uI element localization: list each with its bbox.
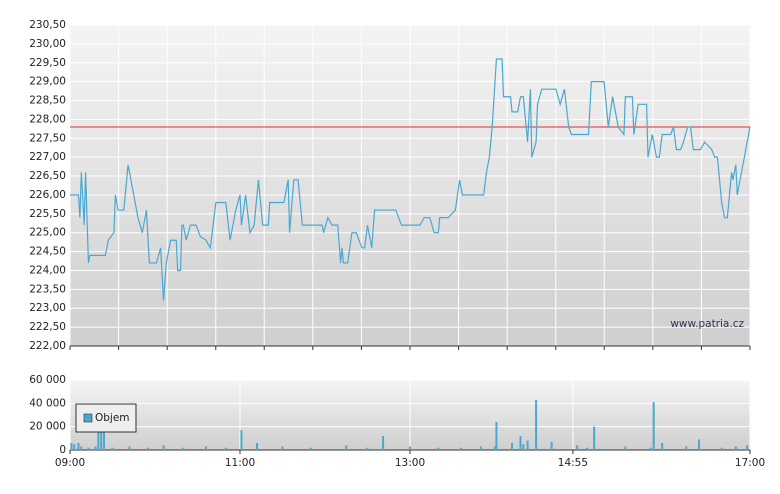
volume-bar	[409, 446, 411, 450]
volume-bar	[685, 446, 688, 450]
y-tick-label: 222,00	[29, 340, 66, 352]
y-tick-label: 40 000	[29, 397, 66, 409]
volume-bar	[652, 402, 655, 450]
volume-bar	[100, 426, 103, 450]
watermark: www.patria.cz	[670, 318, 744, 330]
volume-bar	[182, 447, 185, 450]
volume-bar	[103, 424, 105, 450]
volume-bar	[519, 436, 522, 450]
volume-bar	[698, 439, 700, 450]
volume-bar	[526, 440, 529, 450]
y-tick-label: 229,00	[29, 76, 66, 88]
y-tick-label: 227,50	[29, 132, 66, 144]
y-tick-label: 224,50	[29, 246, 66, 258]
volume-bar	[87, 447, 90, 450]
x-tick-label: 13:00	[395, 457, 425, 469]
volume-bar	[624, 446, 627, 450]
volume-bar	[382, 436, 385, 450]
volume-bar	[80, 446, 83, 450]
y-tick-label: 228,50	[29, 95, 66, 107]
volume-bar	[494, 446, 496, 450]
volume-bar	[649, 447, 652, 450]
volume-bar	[661, 443, 664, 450]
y-tick-label: 224,00	[29, 264, 66, 276]
y-tick-label: 230,00	[29, 38, 66, 50]
y-tick-label: 0	[59, 444, 66, 456]
y-tick-label: 228,00	[29, 113, 66, 125]
volume-bar	[479, 446, 482, 450]
y-tick-label: 225,00	[29, 227, 66, 239]
volume-bar	[593, 426, 596, 450]
volume-bar	[460, 447, 462, 450]
volume-bar	[240, 430, 243, 450]
volume-bar	[224, 447, 227, 450]
volume-bar	[586, 447, 589, 450]
volume-bar	[720, 447, 723, 450]
y-tick-label: 227,00	[29, 151, 66, 163]
volume-bar	[550, 441, 553, 450]
x-tick-label: 14:55	[558, 457, 588, 469]
volume-bar	[309, 447, 312, 450]
y-tick-label: 223,00	[29, 302, 66, 314]
volume-bar	[366, 447, 369, 450]
volume-bar	[437, 447, 440, 450]
volume-bar	[345, 445, 348, 450]
volume-bar	[73, 444, 76, 450]
volume-bar	[146, 447, 149, 450]
volume-bar	[162, 445, 165, 450]
x-tick-label: 11:00	[225, 457, 255, 469]
volume-bar	[576, 445, 579, 450]
volume-bar	[128, 446, 131, 450]
x-tick-label: 09:00	[55, 457, 85, 469]
y-tick-label: 20 000	[29, 421, 66, 433]
y-tick-label: 222,50	[29, 321, 66, 333]
volume-bar	[111, 447, 114, 450]
volume-bar	[281, 446, 284, 450]
volume-bar	[77, 443, 80, 450]
volume-bar	[511, 443, 513, 450]
volume-bar	[97, 424, 100, 450]
y-tick-label: 60 000	[29, 374, 66, 386]
y-tick-label: 225,50	[29, 208, 66, 220]
y-tick-label: 223,50	[29, 283, 66, 295]
volume-bar	[256, 443, 258, 450]
y-tick-label: 230,50	[29, 19, 66, 31]
volume-bar	[746, 445, 749, 450]
volume-bar	[495, 422, 498, 450]
volume-bar	[205, 446, 207, 450]
y-tick-label: 226,00	[29, 189, 66, 201]
volume-bar	[522, 444, 525, 450]
y-tick-label: 229,50	[29, 57, 66, 69]
volume-bar	[70, 443, 73, 450]
legend-label: Objem	[95, 412, 130, 424]
volume-bar	[535, 399, 538, 450]
legend-swatch	[83, 413, 93, 423]
x-tick-label: 17:00	[735, 457, 765, 469]
volume-bar	[94, 446, 97, 450]
y-tick-label: 226,50	[29, 170, 66, 182]
volume-bar	[734, 446, 737, 450]
price-line	[70, 58, 751, 301]
